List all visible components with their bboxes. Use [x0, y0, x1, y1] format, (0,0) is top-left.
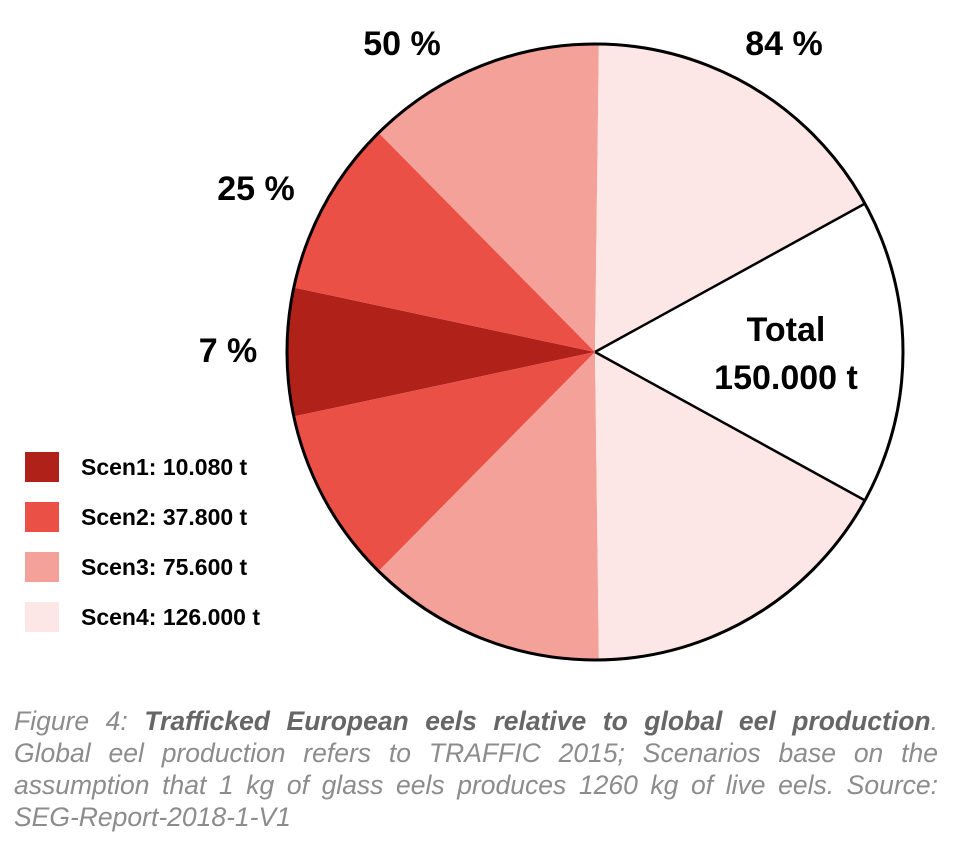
- total-label-line2: 150.000 t: [714, 359, 858, 397]
- percent-label-scen1: 7 %: [199, 332, 258, 370]
- legend-label-4: Scen4: 126.000 t: [81, 604, 260, 630]
- figure-caption: Figure 4: Trafficked European eels relat…: [14, 705, 938, 833]
- pie-outline: [285, 42, 905, 662]
- caption-bold-title: Trafficked European eels relative to glo…: [144, 706, 931, 736]
- legend-label-1: Scen1: 10.080 t: [81, 454, 248, 480]
- caption-prefix: Figure 4:: [14, 706, 145, 736]
- legend-label-2: Scen2: 37.800 t: [81, 504, 248, 530]
- pie-slice-scen3-lower: [378, 352, 599, 661]
- pie-slice-scen2-upper: [293, 132, 595, 352]
- slice-separator-7: [594, 202, 866, 354]
- pie-slice-scen1: [287, 287, 595, 417]
- pie-slice-total: [595, 203, 903, 501]
- legend-label-3: Scen3: 75.600 t: [81, 554, 248, 580]
- pie-wedges: [287, 43, 903, 661]
- legend-swatch-3: [25, 552, 59, 582]
- pie-chart: 7 % 25 % 50 % 84 % Total 150.000 t Scen1…: [25, 25, 905, 662]
- slice-separator-6: [594, 350, 866, 502]
- percent-label-scen4: 84 %: [745, 25, 823, 63]
- total-label: Total 150.000 t: [714, 311, 858, 397]
- total-label-line1: Total: [747, 311, 826, 349]
- percent-labels: 7 % 25 % 50 % 84 %: [199, 25, 823, 370]
- legend-swatch-4: [25, 602, 59, 632]
- legend-swatch-1: [25, 452, 59, 482]
- percent-label-scen2: 25 %: [217, 170, 295, 208]
- pie-slice-scen3-upper: [378, 43, 599, 353]
- percent-label-scen3: 50 %: [363, 25, 441, 63]
- caption-body: . Global eel production refers to TRAFFI…: [14, 706, 938, 832]
- pie-slice-scen2-lower: [293, 352, 595, 572]
- legend-swatch-2: [25, 502, 59, 532]
- legend: Scen1: 10.080 t Scen2: 37.800 t Scen3: 75.…: [25, 452, 260, 632]
